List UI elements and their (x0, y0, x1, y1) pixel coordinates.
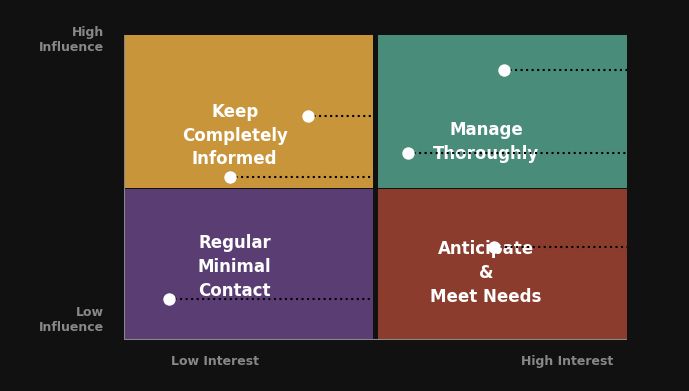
Text: Keep
Completely
Informed: Keep Completely Informed (182, 103, 287, 169)
Bar (378, 189, 627, 340)
Bar (378, 35, 627, 188)
Text: Anticipate
&
Meet Needs: Anticipate & Meet Needs (431, 240, 542, 306)
Point (302, 113, 313, 119)
Point (498, 67, 509, 74)
Bar (124, 35, 373, 188)
Bar (124, 189, 373, 340)
Point (489, 244, 500, 250)
Text: High
Influence: High Influence (39, 26, 104, 54)
Text: Regular
Minimal
Contact: Regular Minimal Contact (198, 234, 271, 300)
Point (402, 149, 413, 156)
Text: Low
Influence: Low Influence (39, 306, 104, 334)
Point (224, 174, 235, 180)
Point (164, 296, 175, 302)
Text: High Interest: High Interest (520, 355, 613, 368)
Text: Manage
Thoroughly: Manage Thoroughly (433, 121, 539, 163)
Text: Low Interest: Low Interest (171, 355, 258, 368)
